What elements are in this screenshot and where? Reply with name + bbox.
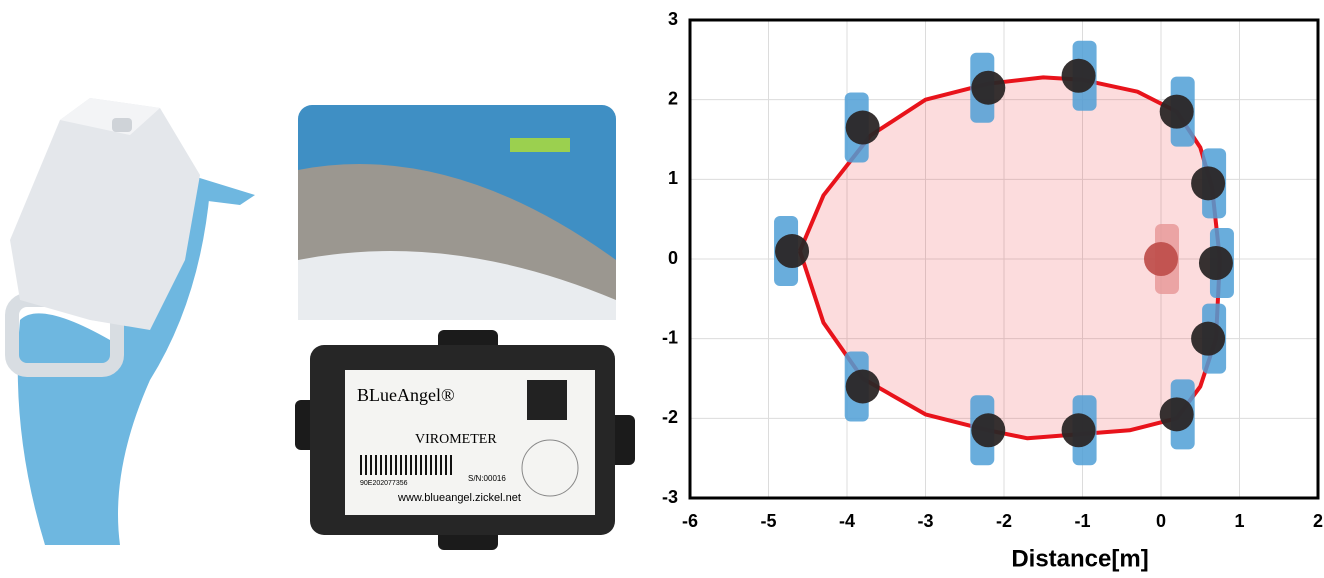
y-tick-label: -2 xyxy=(662,407,678,427)
person xyxy=(1191,321,1226,356)
barcode xyxy=(360,455,455,475)
y-tick-label: 0 xyxy=(668,248,678,268)
person xyxy=(845,369,880,404)
x-tick-label: -1 xyxy=(1074,511,1090,531)
person xyxy=(1198,245,1233,280)
person xyxy=(775,234,810,269)
wristband-photo xyxy=(5,98,255,545)
x-tick-label: -2 xyxy=(996,511,1012,531)
card-photo xyxy=(298,105,616,320)
person xyxy=(845,110,880,145)
device-brand: BLueAngel® xyxy=(357,385,455,405)
x-tick-label: 2 xyxy=(1313,511,1323,531)
x-axis-label: Distance[m] xyxy=(1011,545,1148,572)
x-tick-label: -4 xyxy=(839,511,855,531)
person xyxy=(1061,58,1096,93)
person xyxy=(1159,94,1194,129)
y-tick-label: 2 xyxy=(668,88,678,108)
person xyxy=(1061,413,1096,448)
person xyxy=(1144,242,1178,276)
x-tick-label: -3 xyxy=(917,511,933,531)
x-tick-label: -5 xyxy=(760,511,776,531)
y-tick-label: -3 xyxy=(662,487,678,507)
y-tick-label: 3 xyxy=(668,9,678,29)
device-url: www.blueangel.zickel.net xyxy=(397,492,521,504)
y-tick-label: -1 xyxy=(662,327,678,347)
chart: -6 -5 -4 -3 -2 -1 0 1 2 -3 -2 -1 0 1 2 3 xyxy=(662,9,1323,531)
device-product: VIROMETER xyxy=(415,432,497,447)
barcode-number: 90E202077356 xyxy=(360,480,408,487)
person xyxy=(1191,166,1226,201)
person xyxy=(971,70,1006,105)
curve-area xyxy=(799,77,1220,439)
x-tick-label: 0 xyxy=(1156,511,1166,531)
device-photo: BLueAngel® VIROMETER 90E202077356 S/N:00… xyxy=(295,330,635,550)
person xyxy=(971,413,1006,448)
x-tick-label: 1 xyxy=(1234,511,1244,531)
device-serial: S/N:00016 xyxy=(468,474,506,483)
y-tick-label: 1 xyxy=(668,168,678,188)
x-tick-label: -6 xyxy=(682,511,698,531)
person xyxy=(1159,397,1194,432)
plot-border xyxy=(688,18,1320,500)
